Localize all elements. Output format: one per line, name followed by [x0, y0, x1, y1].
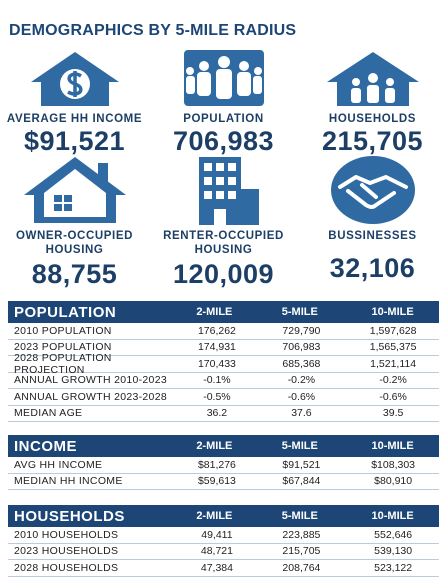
row-label: 2010 POPULATION — [14, 324, 112, 337]
cell: $67,844 — [282, 475, 321, 488]
table-header: POPULATION 2-MILE 5-MILE 10-MILE — [8, 301, 439, 323]
table: INCOME 2-MILE 5-MILE 10-MILE AVG HH INCOME $8… — [8, 435, 439, 490]
stat-label: RENTER-OCCUPIED HOUSING — [163, 230, 284, 256]
table-header: INCOME 2-MILE 5-MILE 10-MILE — [8, 435, 439, 457]
cell: 1,521,114 — [370, 357, 417, 370]
table-row: 2028 POPULATION PROJECTION 170,433 685,368… — [8, 352, 439, 376]
stat-label: POPULATION — [183, 113, 264, 125]
cell: 39.5 — [382, 407, 404, 420]
cell: -0.6% — [379, 390, 407, 403]
table-row: ANNUAL GROWTH 2023-2028 -0.5% -0.6% -0.6% — [8, 389, 439, 406]
row-label: MEDIAN HH INCOME — [14, 475, 123, 488]
cell: 539,130 — [374, 545, 413, 558]
cell: 223,885 — [282, 528, 321, 541]
stat-label: BUSSINESSES — [328, 230, 417, 242]
stat: HOUSEHOLDS 215,705 — [298, 48, 447, 157]
table-title: INCOME — [14, 437, 77, 455]
column-header: 5-MILE — [281, 306, 318, 318]
column-header: 10-MILE — [371, 440, 414, 452]
cell: 523,122 — [374, 561, 413, 574]
cell: -0.6% — [287, 390, 316, 403]
column-header: 10-MILE — [371, 510, 414, 522]
cell: 1,565,375 — [369, 341, 417, 354]
cell: 208,764 — [282, 561, 321, 574]
row-label: 2023 HOUSEHOLDS — [14, 545, 119, 558]
stat: POPULATION 706,983 — [149, 48, 298, 157]
icon — [30, 52, 119, 106]
cell: 685,368 — [282, 357, 321, 370]
table-header: HOUSEHOLDS 2-MILE 5-MILE 10-MILE — [8, 505, 439, 527]
column-header: 10-MILE — [371, 306, 414, 318]
table-row: AVG HH INCOME $81,276 $91,521 $108,303 — [8, 457, 439, 474]
cell: 176,262 — [197, 324, 236, 337]
table-row: 2023 HOUSEHOLDS 48,721 215,705 539,130 — [8, 544, 439, 560]
stat: OWNER-OCCUPIED HOUSING 88,755 — [0, 155, 149, 290]
stat-value: 706,983 — [172, 126, 275, 156]
stat-value: $91,521 — [23, 126, 126, 156]
cell: 174,931 — [197, 341, 236, 354]
cell: -0.1% — [203, 374, 231, 387]
stat-label: HOUSEHOLDS — [328, 113, 417, 125]
column-header: 5-MILE — [281, 440, 318, 452]
row-label: ANNUAL GROWTH 2010-2023 — [14, 374, 167, 387]
cell: 37.6 — [291, 407, 312, 420]
stat: RENTER-OCCUPIED HOUSING 120,009 — [149, 155, 298, 290]
table-row: 2010 POPULATION 176,262 729,790 1,597,628 — [8, 323, 439, 340]
row-label: 2028 POPULATION PROJECTION — [14, 351, 112, 376]
cell: 706,983 — [282, 341, 321, 354]
stat-value: 88,755 — [31, 259, 118, 289]
stat-label: AVERAGE HH INCOME — [6, 113, 143, 125]
cell: -0.2% — [379, 374, 407, 387]
table-title: HOUSEHOLDS — [14, 507, 125, 525]
cell: 36.2 — [206, 407, 228, 420]
cell: $91,521 — [282, 458, 321, 471]
cell: $59,613 — [197, 475, 236, 488]
row-label: MEDIAN AGE — [14, 407, 83, 420]
table-row: ANNUAL GROWTH 2010-2023 -0.1% -0.2% -0.2% — [8, 373, 439, 389]
row-label: ANNUAL GROWTH 2023-2028 — [14, 390, 167, 403]
row-label: 2023 POPULATION — [14, 341, 112, 354]
stat-value: 32,106 — [329, 253, 416, 283]
stat-value: 120,009 — [172, 259, 275, 289]
row-label: AVG HH INCOME — [14, 458, 103, 471]
cell: -0.2% — [287, 374, 316, 387]
column-header: 5-MILE — [281, 510, 318, 522]
row-label: 2028 HOUSEHOLDS — [14, 561, 119, 574]
icon — [330, 156, 415, 224]
cell: 552,646 — [374, 528, 413, 541]
table: POPULATION 2-MILE 5-MILE 10-MILE 2010 POPULA… — [8, 301, 439, 422]
cell: 49,411 — [201, 528, 233, 541]
table-row: 2023 POPULATION 174,931 706,983 1,565,375 — [8, 340, 439, 356]
stat: AVERAGE HH INCOME $91,521 — [0, 48, 149, 157]
table-row: 2028 HOUSEHOLDS 47,384 208,764 523,122 — [8, 560, 439, 577]
cell: 48,721 — [200, 545, 233, 558]
icon — [183, 50, 264, 106]
stat-label: OWNER-OCCUPIED HOUSING — [15, 230, 133, 256]
table-row: MEDIAN AGE 36.2 37.6 39.5 — [8, 406, 439, 422]
icon — [198, 157, 259, 225]
table: HOUSEHOLDS 2-MILE 5-MILE 10-MILE 2010 HOUSEH… — [8, 505, 439, 577]
table-row: MEDIAN HH INCOME $59,613 $67,844 $80,910 — [8, 474, 439, 490]
page-title: DEMOGRAPHICS BY 5-MILE RADIUS — [9, 22, 297, 39]
cell: -0.5% — [203, 390, 231, 403]
cell: 1,597,628 — [369, 324, 417, 337]
column-header: 2-MILE — [196, 440, 233, 452]
cell: $80,910 — [374, 475, 413, 488]
cell: $108,303 — [371, 458, 416, 471]
stat-value: 215,705 — [321, 126, 424, 156]
cell: 47,384 — [200, 561, 233, 574]
stat: BUSSINESSES 32,106 — [298, 155, 447, 284]
cell: $81,276 — [197, 458, 236, 471]
table-row: 2010 HOUSEHOLDS 49,411 223,885 552,646 — [8, 527, 439, 544]
cell: 215,705 — [282, 545, 321, 558]
column-header: 2-MILE — [196, 306, 233, 318]
row-label: 2010 HOUSEHOLDS — [14, 528, 119, 541]
icon — [23, 157, 126, 223]
column-header: 2-MILE — [196, 510, 233, 522]
cell: 170,433 — [197, 357, 236, 370]
cell: 729,790 — [282, 324, 321, 337]
table-title: POPULATION — [14, 303, 117, 321]
icon — [326, 52, 419, 106]
